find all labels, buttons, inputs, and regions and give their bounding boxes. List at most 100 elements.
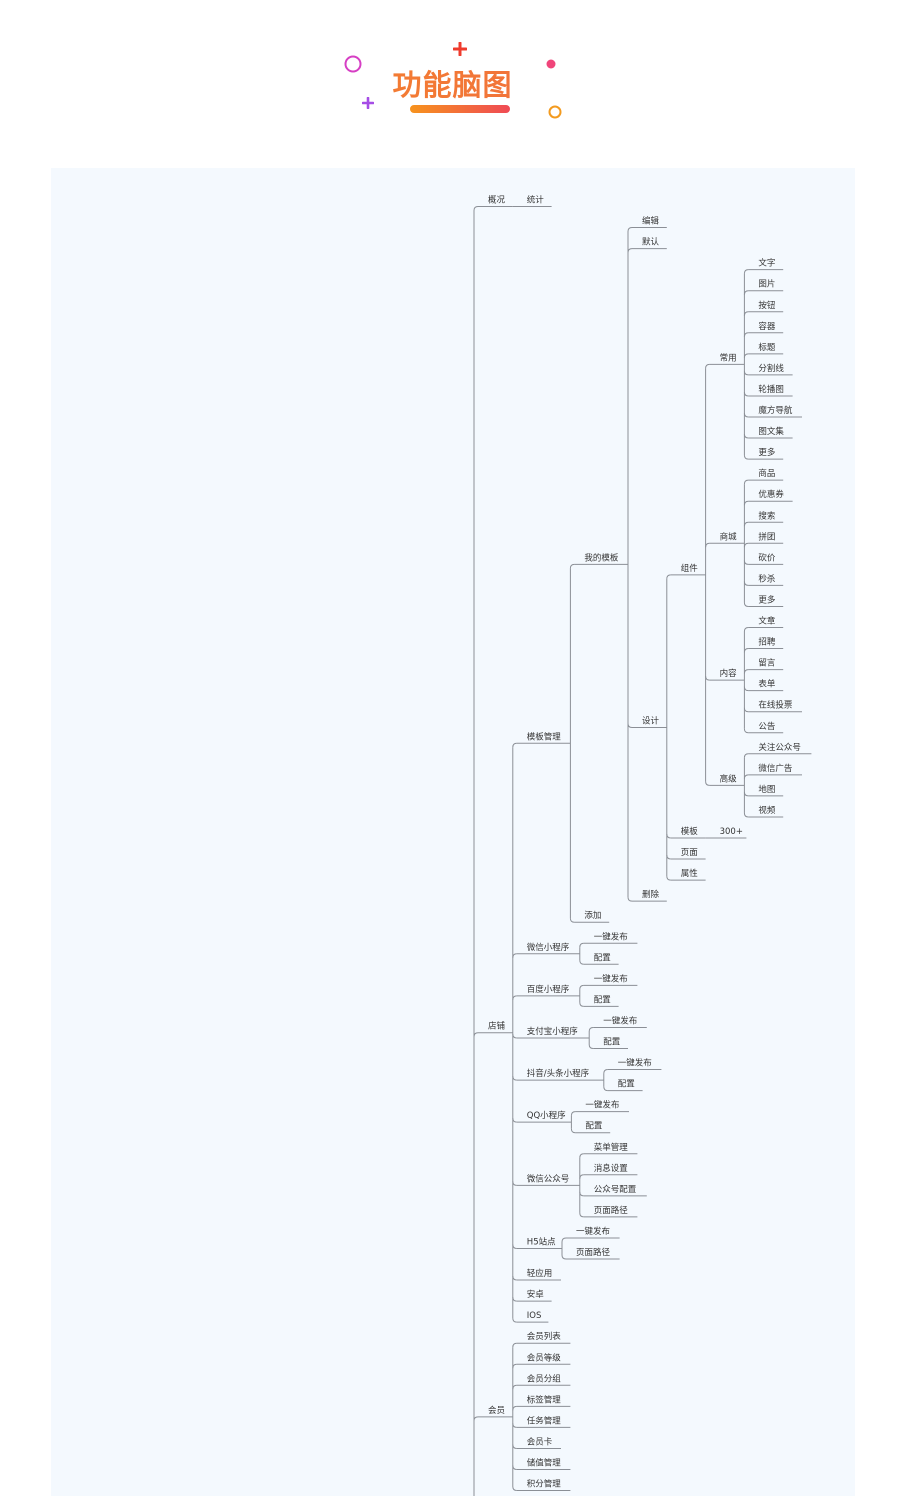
branch-elbow (561, 1254, 567, 1260)
branch-elbow (579, 1174, 584, 1179)
branch-elbow (705, 542, 710, 548)
mindmap-node-label: 更多 (758, 594, 776, 605)
mindmap-node-label: 标题 (758, 342, 776, 353)
branch-elbow (743, 479, 749, 485)
branch-elbow (473, 1416, 479, 1421)
mindmap-node-label: 微信小程序 (527, 942, 570, 953)
mindmap-node-label: 会员分组 (527, 1373, 562, 1384)
mindmap-node-label: 一键发布 (594, 973, 628, 984)
branch-elbow (579, 984, 584, 990)
mindmap-node-label: 模板管理 (527, 731, 562, 742)
mindmap-node-label: 轻应用 (527, 1268, 553, 1279)
branch-elbow (569, 918, 575, 923)
mindmap-node-label: 页面路径 (594, 1205, 629, 1216)
branch-elbow (473, 206, 479, 211)
mindmap-node-label: 留言 (758, 658, 776, 669)
mindmap-node-label: 分割线 (758, 363, 784, 374)
mindmap-node-label: 更多 (758, 447, 776, 458)
branch-elbow (512, 1405, 517, 1411)
mindmap-node-label: 会员 (488, 1405, 505, 1416)
mindmap-node-label: 百度小程序 (527, 984, 570, 995)
mindmap-node-label: 储值管理 (527, 1458, 562, 1469)
mindmap-node-label: IOS (527, 1311, 542, 1321)
mindmap-node-label: 默认 (642, 237, 660, 248)
mindmap-node-label: 一键发布 (585, 1100, 619, 1111)
mindmap-panel: 概况 统计 店铺 模板管理 我的模板 编辑 默认 设计 组件 常用 文字 图片 按钮 容器 标题 分割线 轮播图… (51, 168, 855, 1496)
ring-decoration-icon (344, 55, 362, 73)
mindmap-node-label: 砍价 (758, 552, 776, 563)
mindmap-node-label: 页面路径 (576, 1247, 611, 1258)
mindmap-node-label: 秒杀 (758, 573, 776, 584)
mindmap-node-label: 关注公众号 (758, 742, 801, 753)
mindmap-node-label: 轮播图 (758, 384, 784, 395)
plus-decoration-icon (453, 42, 467, 56)
branch-elbow (666, 574, 671, 579)
branch-elbow (603, 1069, 608, 1074)
mindmap-node-label: 统计 (527, 195, 545, 206)
branch-elbow (473, 1032, 479, 1037)
mindmap-node-label: 高级 (720, 773, 738, 784)
branch-elbow (705, 781, 710, 786)
mindmap-node-label: 公众号配置 (594, 1185, 637, 1195)
branch-elbow (743, 669, 749, 674)
branch-elbow (512, 1486, 517, 1492)
branch-elbow (512, 1181, 517, 1186)
mindmap-node-label: 常用 (720, 352, 737, 363)
branch-elbow (743, 521, 749, 527)
mindmap-node-label: 文章 (758, 616, 776, 627)
mindmap-node-label: 概况 (488, 195, 506, 206)
branch-elbow (705, 363, 710, 369)
mindmap-node-label: 一键发布 (594, 931, 628, 942)
branch-elbow (512, 1465, 517, 1470)
mindmap-node-label: 属性 (681, 868, 699, 879)
mindmap-node-label: 容器 (758, 321, 776, 332)
plus-decoration-icon (362, 97, 374, 109)
branch-elbow (512, 1423, 517, 1428)
mindmap-node-label: 编辑 (642, 216, 660, 227)
branch-elbow (743, 332, 749, 337)
branch-elbow (512, 1076, 517, 1081)
branch-elbow (579, 960, 584, 965)
dot-decoration-icon (546, 59, 556, 69)
mindmap-node-label: 积分管理 (527, 1479, 562, 1490)
branch-elbow (743, 311, 749, 316)
branch-elbow (743, 774, 749, 779)
mindmap-node-label: 商品 (758, 468, 775, 479)
branch-elbow (627, 248, 633, 253)
mindmap-node-label: 配置 (603, 1038, 621, 1048)
mindmap-node-label: 优惠券 (758, 489, 784, 500)
branch-elbow (743, 648, 749, 653)
mindmap-node-label: 300+ (720, 827, 743, 837)
mindmap-node-label: 会员列表 (527, 1331, 562, 1342)
mindmap-node-label: 魔方导航 (758, 405, 793, 416)
mindmap-node-label: 配置 (585, 1122, 603, 1132)
mindmap-node-label: 商城 (720, 531, 738, 542)
branch-elbow (743, 290, 749, 295)
branch-elbow (512, 1342, 517, 1348)
mindmap-node-label: 设计 (642, 715, 660, 726)
branch-elbow (579, 1191, 584, 1197)
mindmap-node-label: 会员等级 (527, 1352, 562, 1363)
mindmap-node-label: 公告 (758, 721, 775, 732)
mindmap-node-label: 配置 (618, 1080, 636, 1090)
branch-elbow (588, 1044, 594, 1049)
branch-elbow (512, 1033, 517, 1039)
branch-elbow (579, 1153, 584, 1158)
branch-elbow (743, 391, 749, 397)
mindmap-node-label: H5站点 (527, 1236, 556, 1247)
mindmap-node-label: 会员卡 (527, 1436, 553, 1447)
mindmap-node-label: 招聘 (758, 637, 776, 648)
branch-elbow (579, 1002, 584, 1007)
branch-elbow (743, 707, 749, 713)
branch-elbow (743, 812, 749, 818)
branch-elbow (743, 434, 749, 439)
mindmap-node-label: 删除 (642, 889, 660, 900)
mindmap-node-label: 一键发布 (618, 1058, 652, 1069)
branch-elbow (743, 269, 749, 274)
mindmap-node-label: 模板 (681, 826, 699, 837)
branch-elbow (743, 560, 749, 565)
mindmap-node-label: 微信广告 (758, 763, 792, 774)
mindmap-node-label: 图文集 (758, 426, 784, 437)
mindmap-node-label: 我的模板 (584, 552, 619, 563)
branch-elbow (579, 1212, 584, 1218)
